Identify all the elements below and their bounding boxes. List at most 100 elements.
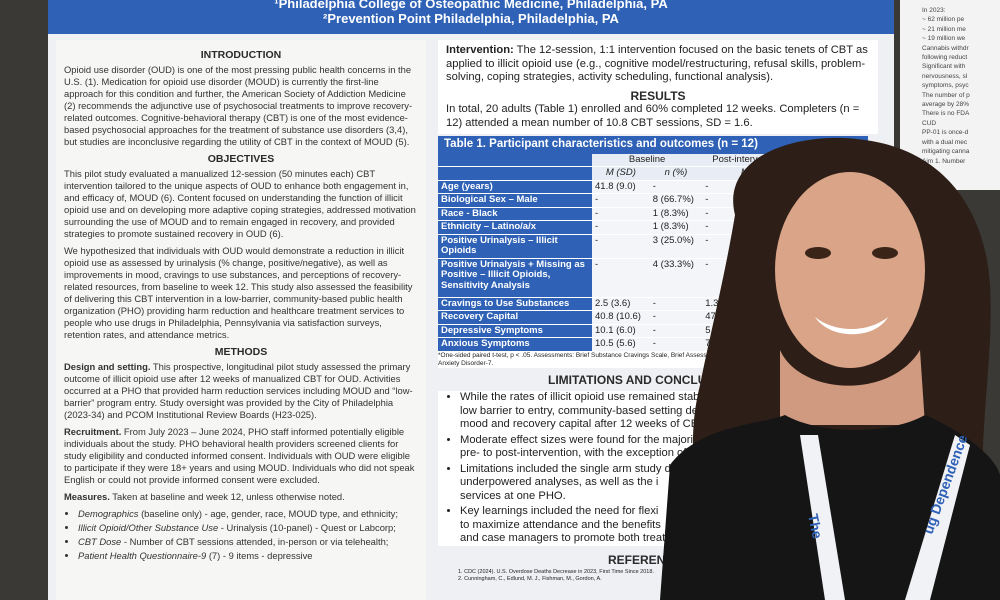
cell: 40.8 (10.6): [592, 310, 650, 325]
cell: -: [592, 193, 650, 208]
text: This prospective, longitudinal pilot stu…: [64, 361, 413, 420]
side-poster: In 2023: ~ 62 million pe ~ 21 million me ~ …: [900, 0, 1000, 190]
lanyard-text: The: [805, 512, 826, 540]
row-label: Positive Urinalysis + Missing as Positiv…: [438, 258, 592, 298]
row-label: Positive Urinalysis – Illicit Opioids: [438, 234, 592, 259]
text: - Number of CBT sessions attended, in-pe…: [123, 536, 389, 547]
paragraph: We hypothesized that individuals with OU…: [64, 245, 413, 340]
reference: 2. Cunningham, C., Edlund, M. J., Fishma…: [458, 576, 602, 582]
cell: 10.1 (6.0): [592, 324, 650, 338]
line: low barrier to entry, community-based se…: [460, 404, 742, 417]
bullet: Demographics (baseline only) - age, gend…: [78, 508, 418, 520]
cell: -: [592, 207, 650, 221]
row-label: Recovery Capital: [438, 310, 592, 325]
line: ~ 19 million we: [922, 35, 966, 43]
paragraph: This pilot study evaluated a manualized …: [64, 168, 416, 239]
paragraph: Opioid use disorder (OUD) is one of the …: [64, 64, 413, 147]
row-label: Race - Black: [438, 207, 592, 221]
text: Taken at baseline and week 12, unless ot…: [112, 491, 345, 502]
row-label: Cravings to Use Substances: [438, 297, 592, 311]
bullet: CBT Dose - Number of CBT sessions attend…: [78, 536, 418, 548]
row-label: Biological Sex – Male: [438, 193, 592, 208]
heading: INTRODUCTION: [200, 49, 282, 61]
person: The ug Dependence: [660, 137, 1000, 600]
line: Cannabis withdr: [922, 44, 969, 52]
bullet-list: Demographics (baseline only) - age, gend…: [64, 508, 418, 562]
lead: Design and setting.: [64, 361, 151, 372]
text: The 12-session, 1:1 intervention focused…: [446, 44, 868, 83]
heading: RESULTS: [630, 88, 686, 103]
cell: -: [592, 258, 650, 298]
text: (baseline only) - age, gender, race, MOU…: [141, 508, 398, 519]
lead: Illicit Opioid/Other Substance Use: [78, 522, 219, 533]
column-header: M (SD): [592, 166, 650, 181]
text: - Urinalysis (10-panel) - Quest or Labco…: [220, 522, 396, 533]
line: average by 28%: [922, 101, 969, 109]
row-label: Ethnicity – Latino/a/x: [438, 220, 592, 235]
paragraph: Intervention: The 12-session, 1:1 interv…: [446, 44, 870, 85]
cell: -: [649, 180, 703, 194]
cell: 8 (66.7%): [649, 193, 703, 208]
line: In 2023:: [922, 7, 946, 14]
line: underpowered analyses, as well as the i: [460, 476, 659, 488]
line: services at one PHO.: [460, 489, 566, 502]
line: There is no FDA: [922, 110, 970, 118]
lead: Measures.: [64, 491, 110, 502]
cell: -: [649, 310, 703, 325]
paragraph: In total, 20 adults (Table 1) enrolled a…: [446, 103, 860, 129]
reference: 1. CDC (2024). U.S. Overdose Deaths Decr…: [458, 569, 654, 575]
paragraph: Recruitment. From July 2023 – June 2024,…: [64, 426, 418, 486]
paragraph: Measures. Taken at baseline and week 12,…: [64, 491, 418, 503]
line: mood and recovery capital after 12 weeks…: [460, 418, 707, 430]
intervention-box: Intervention: The 12-session, 1:1 interv…: [438, 40, 878, 134]
lead: CBT Dose: [78, 536, 122, 547]
cell: [438, 166, 592, 181]
cell: -: [592, 220, 650, 235]
heading: LIMITATIONS AND CONCLUSIONS: [548, 372, 744, 387]
bullet: Key learnings included the need for flex…: [460, 505, 878, 546]
bullet: While the rates of illicit opioid use re…: [460, 391, 878, 432]
cell: 2.5 (3.6): [592, 297, 650, 311]
line: Limitations included the single arm stud…: [460, 462, 671, 475]
line: Key learnings included the need for flex…: [460, 505, 659, 517]
line: While the rates of illicit opioid use re…: [460, 391, 753, 403]
line: nervousness, sl: [922, 72, 968, 80]
left-column: INTRODUCTION Opioid use disorder (OUD) is…: [56, 40, 426, 600]
paragraph: Design and setting. This prospective, lo…: [64, 361, 418, 421]
heading: OBJECTIVES: [207, 153, 275, 165]
table-title: Table 1. Participant characteristics and…: [438, 136, 868, 154]
line: PP-01 is once-d: [922, 129, 969, 137]
line: and case managers to promote both treat: [460, 532, 666, 544]
line: ~ 62 million pe: [922, 16, 965, 24]
line: The number of p: [922, 91, 970, 99]
cell: 1 (8.3%): [649, 207, 703, 221]
text: From July 2023 – June 2024, PHO staff in…: [64, 426, 415, 485]
lead: Demographics: [78, 508, 139, 519]
cell: 41.8 (9.0): [592, 180, 650, 194]
affiliation: ²Prevention Point Philadelphia, Philadel…: [323, 11, 619, 26]
cell: [438, 153, 592, 167]
cell: -: [592, 234, 650, 259]
line: pre- to post-intervention, with the exce…: [460, 447, 687, 459]
line: following reduct: [922, 54, 968, 62]
line: Moderate effect sizes were found for the…: [460, 433, 702, 446]
heading: METHODS: [214, 346, 268, 358]
row-label: Age (years): [438, 180, 592, 194]
line: CUD: [922, 119, 937, 127]
cell: -: [649, 337, 703, 352]
line: mitigating canna: [922, 148, 970, 156]
line: Significant with: [922, 63, 966, 71]
row-label: Depressive Symptoms: [438, 324, 592, 338]
bullet: Limitations included the single arm stud…: [460, 463, 878, 504]
text: (7) - 9 items - depressive: [208, 550, 313, 561]
cell: 1 (8.3%): [649, 220, 703, 235]
poster-header: ¹Philadelphia College of Osteopathic Med…: [48, 0, 894, 34]
lead: Recruitment.: [64, 426, 122, 437]
line: with a dual mec: [922, 138, 968, 146]
column-group: Baseline: [592, 153, 703, 167]
cell: 10.5 (5.6): [592, 337, 650, 352]
lead: Patient Health Questionnaire-9: [78, 550, 207, 561]
line: Aim 1. Number: [922, 157, 966, 165]
row-label: Anxious Symptoms: [438, 337, 592, 352]
